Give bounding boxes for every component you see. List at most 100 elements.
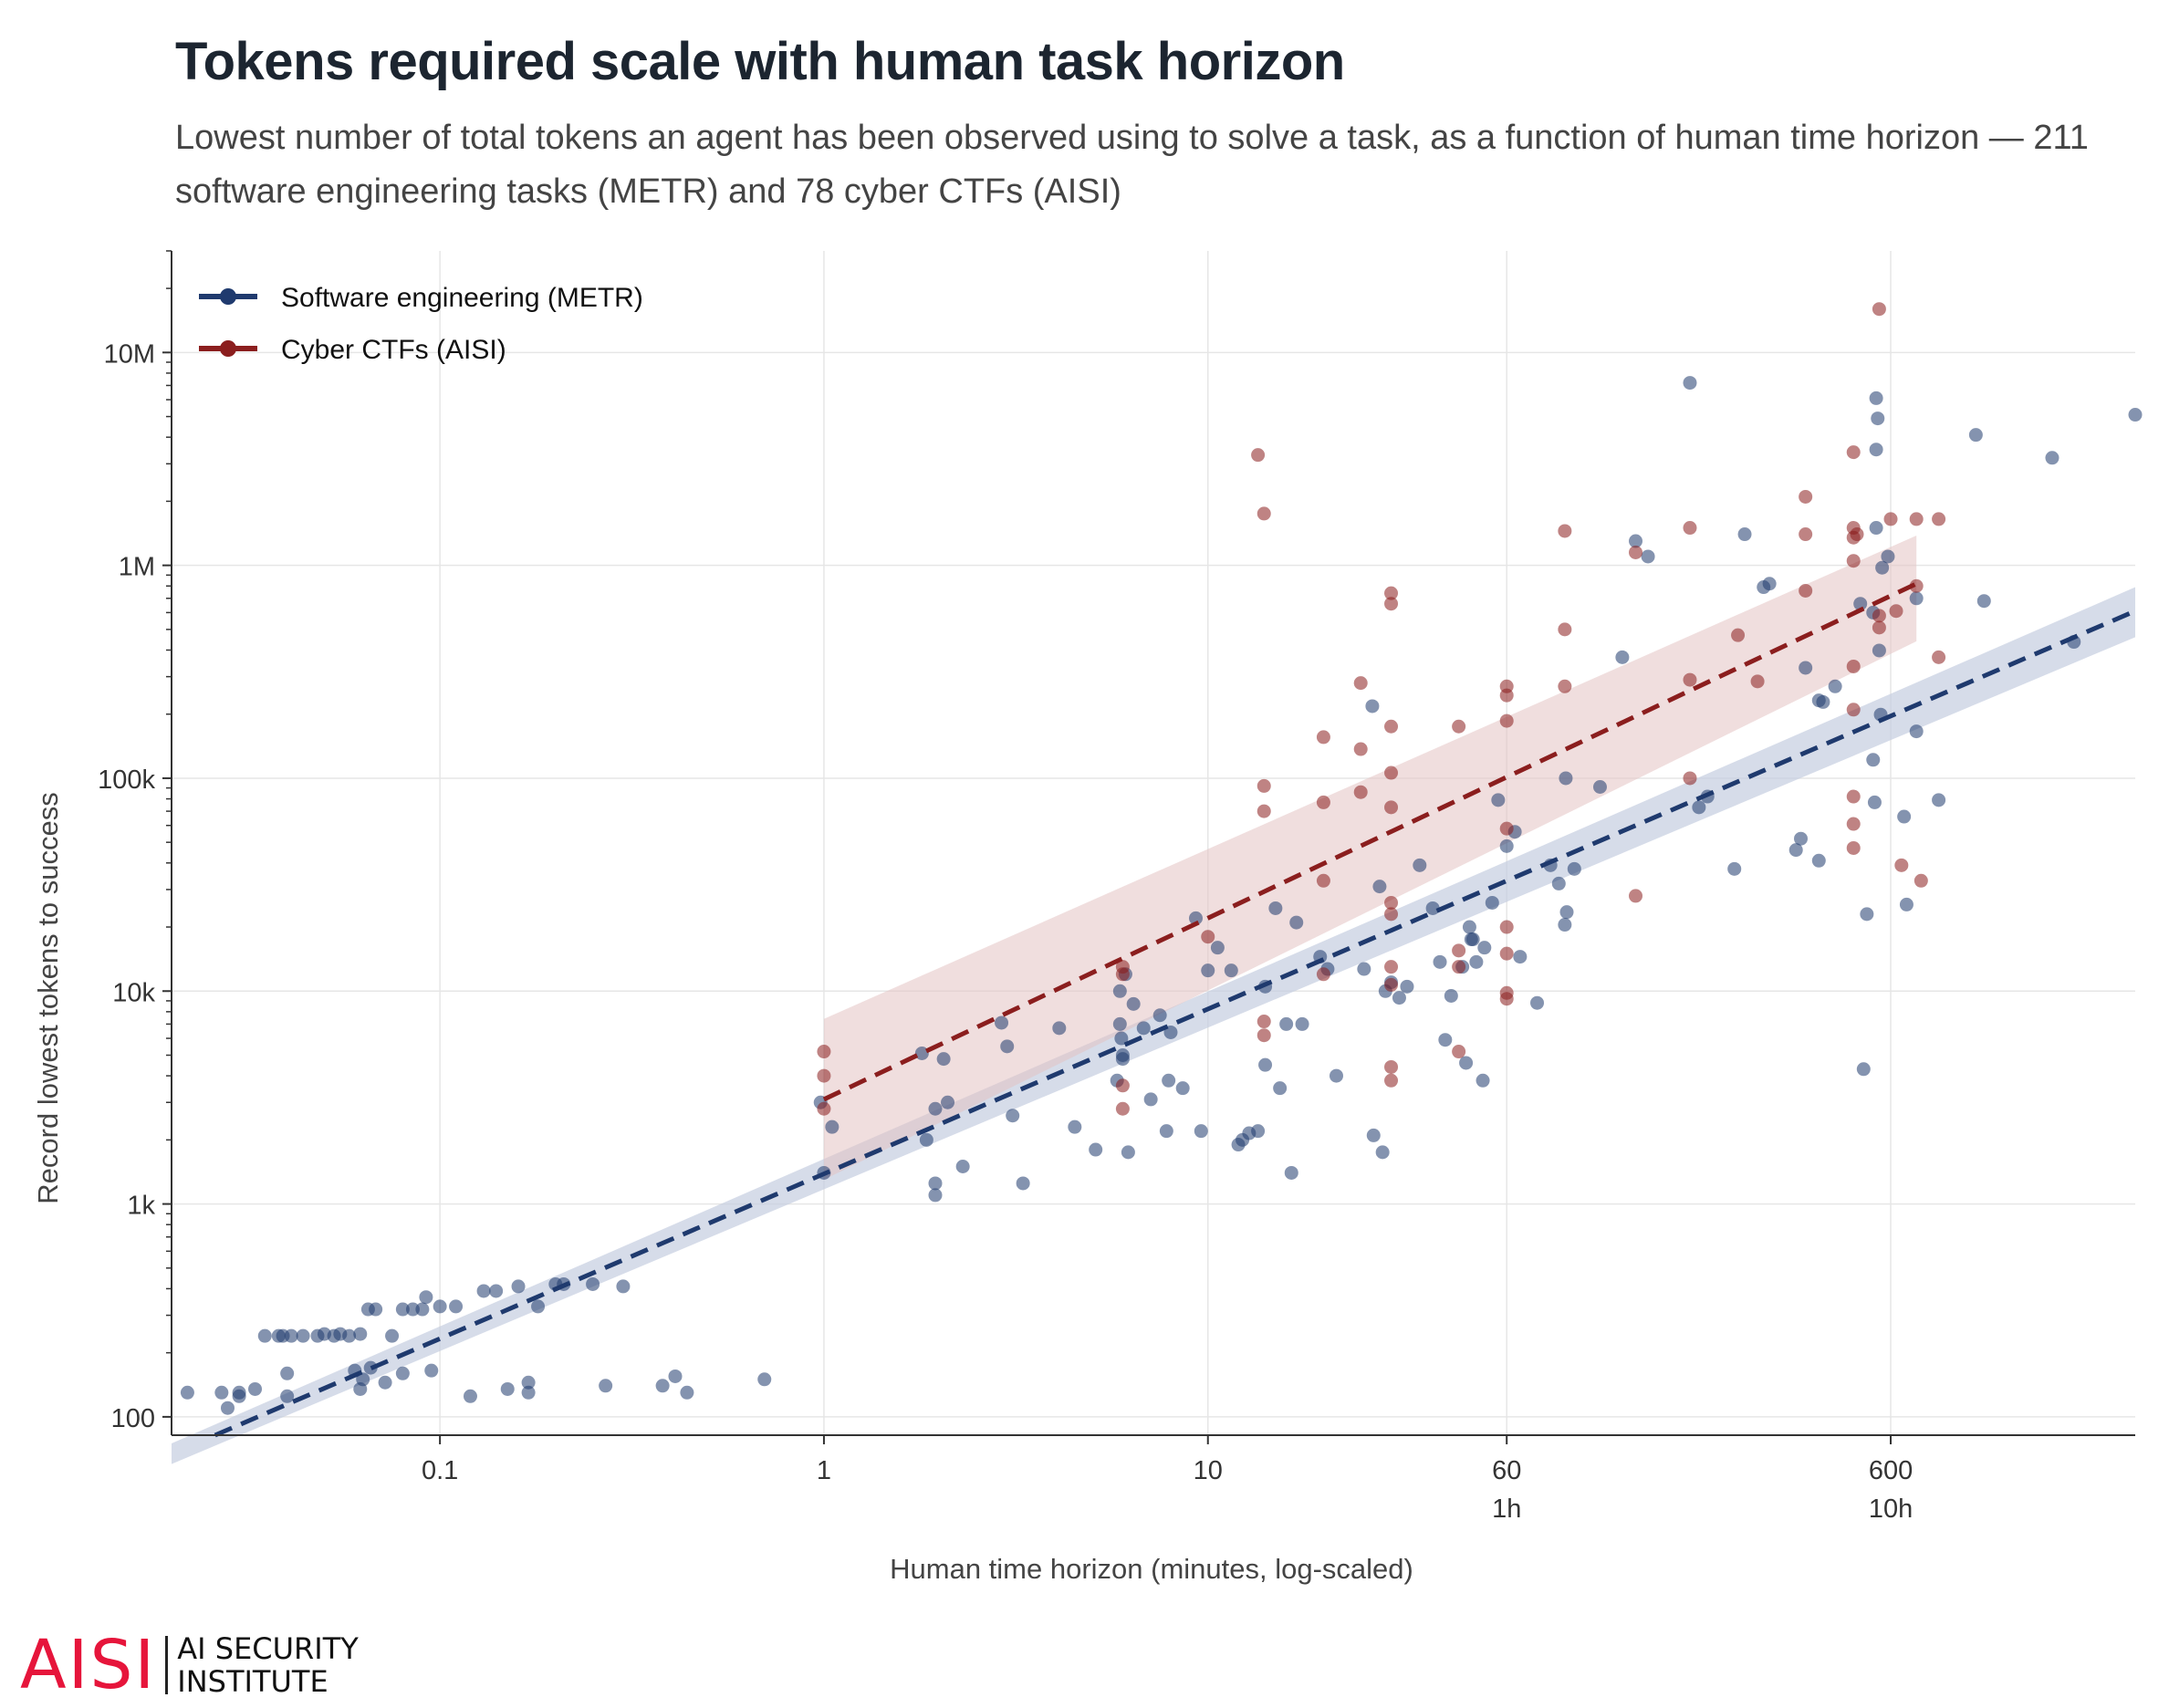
data-point — [395, 1302, 410, 1317]
trend-line — [214, 609, 2136, 1438]
confidence-band — [823, 535, 1917, 1180]
data-point — [1914, 873, 1928, 888]
data-point — [1567, 861, 1581, 876]
data-point — [1384, 960, 1399, 974]
data-point — [668, 1369, 683, 1383]
data-point — [1452, 960, 1466, 974]
data-point — [296, 1328, 310, 1343]
data-point — [1551, 876, 1566, 890]
data-point — [1126, 996, 1141, 1011]
data-point — [1375, 1145, 1390, 1160]
data-point — [1257, 506, 1271, 521]
grid-lines — [172, 251, 2135, 1435]
logo-mark: AISI — [20, 1626, 157, 1704]
data-point — [1357, 962, 1371, 976]
data-point — [1499, 838, 1514, 853]
data-point — [817, 1101, 831, 1116]
x-tick-label: 600 — [1869, 1456, 1913, 1485]
data-point — [914, 1046, 929, 1060]
data-point — [1641, 549, 1655, 564]
data-point — [1491, 793, 1506, 807]
data-point — [1257, 1015, 1271, 1029]
data-point — [1353, 676, 1368, 691]
data-point — [1469, 954, 1484, 969]
data-point — [232, 1389, 246, 1403]
data-point — [1372, 880, 1387, 894]
data-point — [1438, 1033, 1453, 1047]
data-point — [1016, 1176, 1030, 1191]
data-point — [1853, 597, 1868, 611]
data-point — [1811, 853, 1826, 868]
data-point — [369, 1302, 383, 1317]
data-point — [1592, 780, 1607, 795]
data-point — [1201, 930, 1215, 944]
data-point — [214, 1385, 229, 1400]
data-point — [1846, 659, 1861, 673]
data-point — [1846, 840, 1861, 855]
data-point — [1316, 873, 1330, 888]
data-point — [928, 1176, 943, 1191]
data-point — [1465, 932, 1480, 947]
data-point — [1683, 521, 1697, 536]
data-point — [1683, 771, 1697, 786]
data-point — [1316, 795, 1330, 809]
data-point — [1257, 804, 1271, 818]
data-point — [1384, 586, 1399, 600]
data-point — [1257, 1028, 1271, 1043]
data-point — [1871, 411, 1885, 426]
data-point — [1875, 560, 1890, 575]
data-point — [248, 1381, 263, 1396]
data-point — [2045, 451, 2060, 465]
data-point — [1872, 302, 1886, 317]
x-tick-label: 1 — [817, 1456, 831, 1485]
data-point — [1727, 861, 1742, 876]
data-point — [1384, 719, 1399, 734]
data-point — [1425, 901, 1440, 915]
data-point — [1499, 821, 1514, 836]
data-point — [1384, 597, 1399, 611]
data-point — [1258, 1057, 1273, 1072]
data-point — [1846, 554, 1861, 568]
data-point — [342, 1328, 357, 1343]
data-point — [1558, 679, 1572, 693]
y-tick-label: 100k — [98, 765, 155, 795]
data-point — [1499, 946, 1514, 961]
data-point — [1251, 448, 1266, 463]
data-point — [1909, 578, 1924, 593]
data-point — [1392, 991, 1406, 1005]
data-point — [1932, 650, 1946, 664]
data-point — [1476, 1073, 1490, 1088]
data-point — [1006, 1109, 1020, 1123]
data-point — [1384, 1059, 1399, 1074]
data-point — [1384, 907, 1399, 922]
chart-subtitle: Lowest number of total tokens an agent h… — [175, 119, 2089, 211]
data-point — [1846, 789, 1861, 804]
data-point — [257, 1328, 272, 1343]
data-point — [1499, 688, 1514, 703]
data-point — [180, 1385, 194, 1400]
data-point — [1485, 895, 1499, 910]
data-point — [936, 1052, 951, 1067]
data-point — [825, 1120, 839, 1134]
legend-swatch-marker — [220, 340, 236, 357]
data-point — [1750, 674, 1765, 689]
data-point — [1052, 1021, 1067, 1036]
data-points — [180, 302, 2143, 1415]
data-point — [1089, 1142, 1103, 1157]
data-point — [476, 1284, 491, 1298]
data-point — [1284, 1165, 1298, 1180]
data-point — [1366, 1128, 1381, 1142]
data-point — [353, 1327, 368, 1341]
data-point — [1188, 911, 1203, 925]
data-point — [419, 1290, 433, 1305]
data-point — [1499, 713, 1514, 728]
data-point — [1530, 995, 1545, 1010]
logo-line-2: INSTITUTE — [177, 1664, 328, 1699]
data-point — [1115, 1101, 1130, 1116]
data-point — [1799, 583, 1813, 598]
data-point — [655, 1379, 670, 1393]
data-point — [1799, 527, 1813, 542]
data-point — [1932, 793, 1946, 807]
data-point — [1816, 694, 1830, 709]
